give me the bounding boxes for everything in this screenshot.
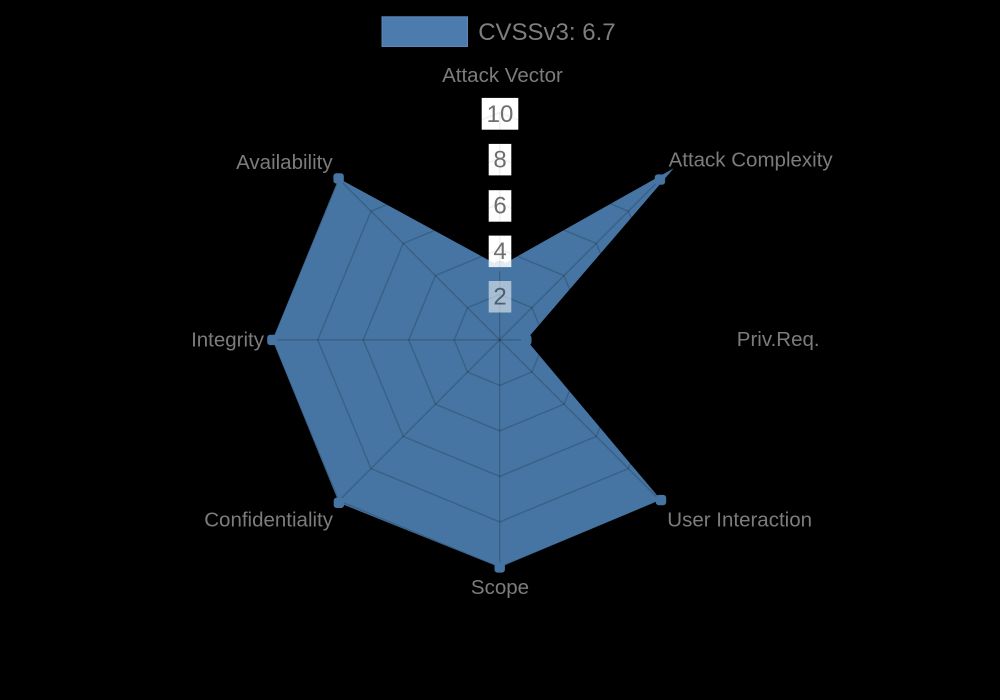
svg-text:Attack Complexity: Attack Complexity (669, 149, 834, 172)
svg-text:Integrity: Integrity (191, 329, 265, 352)
svg-text:6: 6 (493, 193, 506, 220)
svg-text:User Interaction: User Interaction (667, 509, 812, 532)
svg-text:Attack Vector: Attack Vector (442, 64, 563, 87)
svg-text:Scope: Scope (471, 576, 529, 599)
svg-text:Availability: Availability (236, 151, 333, 174)
svg-text:10: 10 (487, 101, 514, 128)
svg-text:Confidentiality: Confidentiality (204, 509, 334, 532)
svg-text:Priv.Req.: Priv.Req. (737, 328, 820, 351)
svg-text:CVSSv3: 6.7: CVSSv3: 6.7 (478, 19, 615, 46)
svg-text:8: 8 (493, 146, 506, 173)
svg-text:4: 4 (493, 238, 506, 265)
svg-text:2: 2 (493, 284, 506, 311)
